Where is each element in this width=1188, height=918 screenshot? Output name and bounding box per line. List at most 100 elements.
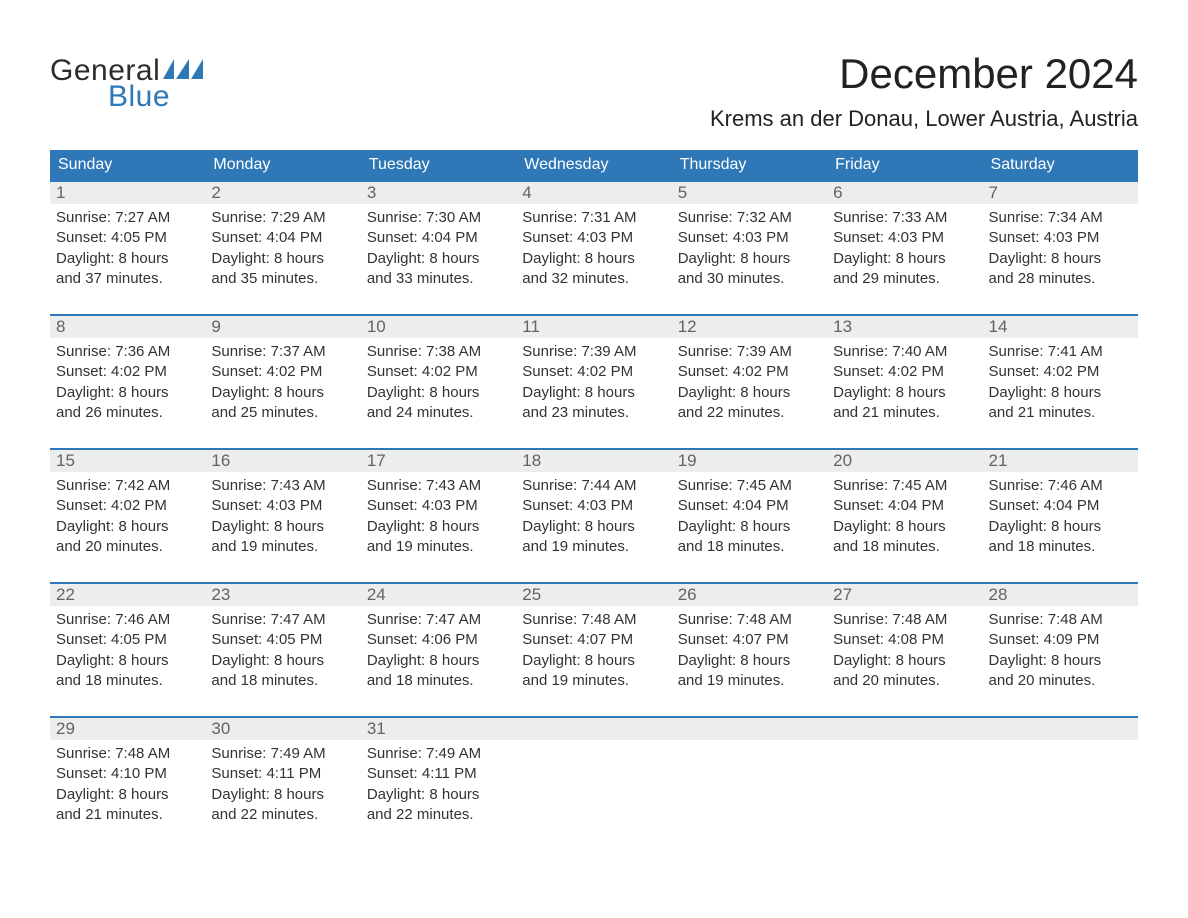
daylight-line-2: and 21 minutes. bbox=[989, 403, 1132, 423]
sunset-line: Sunset: 4:03 PM bbox=[678, 228, 821, 248]
daynum-bar: 15161718192021 bbox=[50, 448, 1138, 472]
sunset-line: Sunset: 4:03 PM bbox=[211, 496, 354, 516]
sunrise-line: Sunrise: 7:46 AM bbox=[989, 476, 1132, 496]
weekday-header: Wednesday bbox=[516, 150, 671, 180]
sunrise-line: Sunrise: 7:49 AM bbox=[211, 744, 354, 764]
daylight-line-1: Daylight: 8 hours bbox=[211, 785, 354, 805]
daylight-line-2: and 19 minutes. bbox=[522, 537, 665, 557]
day-number: 6 bbox=[827, 182, 982, 204]
sunrise-line: Sunrise: 7:45 AM bbox=[678, 476, 821, 496]
sunrise-line: Sunrise: 7:31 AM bbox=[522, 208, 665, 228]
day-cell: Sunrise: 7:46 AMSunset: 4:05 PMDaylight:… bbox=[50, 606, 205, 700]
calendar-week: 891011121314Sunrise: 7:36 AMSunset: 4:02… bbox=[50, 314, 1138, 432]
day-cell: Sunrise: 7:49 AMSunset: 4:11 PMDaylight:… bbox=[361, 740, 516, 834]
sunrise-line: Sunrise: 7:41 AM bbox=[989, 342, 1132, 362]
calendar-page: General Blue December 2024 Krems an der … bbox=[0, 0, 1188, 910]
day-number: 1 bbox=[50, 182, 205, 204]
daylight-line-1: Daylight: 8 hours bbox=[56, 785, 199, 805]
daybody-row: Sunrise: 7:36 AMSunset: 4:02 PMDaylight:… bbox=[50, 338, 1138, 432]
daylight-line-2: and 21 minutes. bbox=[56, 805, 199, 825]
sunrise-line: Sunrise: 7:46 AM bbox=[56, 610, 199, 630]
daylight-line-1: Daylight: 8 hours bbox=[211, 249, 354, 269]
day-cell: Sunrise: 7:39 AMSunset: 4:02 PMDaylight:… bbox=[516, 338, 671, 432]
daylight-line-1: Daylight: 8 hours bbox=[522, 383, 665, 403]
sunset-line: Sunset: 4:11 PM bbox=[367, 764, 510, 784]
daylight-line-2: and 18 minutes. bbox=[211, 671, 354, 691]
day-cell: Sunrise: 7:36 AMSunset: 4:02 PMDaylight:… bbox=[50, 338, 205, 432]
daynum-bar: 1234567 bbox=[50, 180, 1138, 204]
title-block: December 2024 Krems an der Donau, Lower … bbox=[710, 40, 1138, 132]
day-number: 29 bbox=[50, 718, 205, 740]
daybody-row: Sunrise: 7:27 AMSunset: 4:05 PMDaylight:… bbox=[50, 204, 1138, 298]
daylight-line-1: Daylight: 8 hours bbox=[833, 651, 976, 671]
daylight-line-1: Daylight: 8 hours bbox=[211, 517, 354, 537]
sunrise-line: Sunrise: 7:48 AM bbox=[678, 610, 821, 630]
day-cell: Sunrise: 7:32 AMSunset: 4:03 PMDaylight:… bbox=[672, 204, 827, 298]
day-number: . bbox=[827, 718, 982, 740]
day-cell: Sunrise: 7:48 AMSunset: 4:08 PMDaylight:… bbox=[827, 606, 982, 700]
day-number: 31 bbox=[361, 718, 516, 740]
daylight-line-2: and 24 minutes. bbox=[367, 403, 510, 423]
sunrise-line: Sunrise: 7:42 AM bbox=[56, 476, 199, 496]
day-number: 18 bbox=[516, 450, 671, 472]
day-number: . bbox=[983, 718, 1138, 740]
sunset-line: Sunset: 4:03 PM bbox=[522, 496, 665, 516]
weekday-header: Tuesday bbox=[361, 150, 516, 180]
day-cell: Sunrise: 7:48 AMSunset: 4:09 PMDaylight:… bbox=[983, 606, 1138, 700]
daylight-line-1: Daylight: 8 hours bbox=[367, 249, 510, 269]
sunrise-line: Sunrise: 7:32 AM bbox=[678, 208, 821, 228]
day-cell bbox=[672, 740, 827, 834]
day-number: 2 bbox=[205, 182, 360, 204]
sunset-line: Sunset: 4:05 PM bbox=[56, 228, 199, 248]
weekday-header: Monday bbox=[205, 150, 360, 180]
day-cell: Sunrise: 7:44 AMSunset: 4:03 PMDaylight:… bbox=[516, 472, 671, 566]
day-cell: Sunrise: 7:49 AMSunset: 4:11 PMDaylight:… bbox=[205, 740, 360, 834]
sunset-line: Sunset: 4:02 PM bbox=[56, 496, 199, 516]
daylight-line-1: Daylight: 8 hours bbox=[989, 383, 1132, 403]
sunset-line: Sunset: 4:04 PM bbox=[833, 496, 976, 516]
daylight-line-1: Daylight: 8 hours bbox=[833, 517, 976, 537]
day-number: 7 bbox=[983, 182, 1138, 204]
sunset-line: Sunset: 4:03 PM bbox=[522, 228, 665, 248]
sunrise-line: Sunrise: 7:27 AM bbox=[56, 208, 199, 228]
sunrise-line: Sunrise: 7:49 AM bbox=[367, 744, 510, 764]
daylight-line-2: and 22 minutes. bbox=[211, 805, 354, 825]
sunset-line: Sunset: 4:04 PM bbox=[678, 496, 821, 516]
day-number: 15 bbox=[50, 450, 205, 472]
day-number: 9 bbox=[205, 316, 360, 338]
day-number: 4 bbox=[516, 182, 671, 204]
daynum-bar: 891011121314 bbox=[50, 314, 1138, 338]
calendar-week: 293031....Sunrise: 7:48 AMSunset: 4:10 P… bbox=[50, 716, 1138, 834]
daylight-line-1: Daylight: 8 hours bbox=[678, 249, 821, 269]
brand-word-2: Blue bbox=[108, 82, 203, 112]
sunset-line: Sunset: 4:02 PM bbox=[678, 362, 821, 382]
day-cell: Sunrise: 7:47 AMSunset: 4:05 PMDaylight:… bbox=[205, 606, 360, 700]
calendar-week: 1234567Sunrise: 7:27 AMSunset: 4:05 PMDa… bbox=[50, 180, 1138, 298]
daynum-bar: 22232425262728 bbox=[50, 582, 1138, 606]
calendar-week: 22232425262728Sunrise: 7:46 AMSunset: 4:… bbox=[50, 582, 1138, 700]
daylight-line-2: and 20 minutes. bbox=[833, 671, 976, 691]
daylight-line-2: and 26 minutes. bbox=[56, 403, 199, 423]
daylight-line-2: and 25 minutes. bbox=[211, 403, 354, 423]
daylight-line-2: and 30 minutes. bbox=[678, 269, 821, 289]
sunset-line: Sunset: 4:04 PM bbox=[211, 228, 354, 248]
weekday-header: Sunday bbox=[50, 150, 205, 180]
daylight-line-2: and 18 minutes. bbox=[833, 537, 976, 557]
sunrise-line: Sunrise: 7:36 AM bbox=[56, 342, 199, 362]
day-cell: Sunrise: 7:46 AMSunset: 4:04 PMDaylight:… bbox=[983, 472, 1138, 566]
sunrise-line: Sunrise: 7:47 AM bbox=[367, 610, 510, 630]
daylight-line-2: and 21 minutes. bbox=[833, 403, 976, 423]
sunrise-line: Sunrise: 7:47 AM bbox=[211, 610, 354, 630]
sunrise-line: Sunrise: 7:48 AM bbox=[833, 610, 976, 630]
sunset-line: Sunset: 4:04 PM bbox=[367, 228, 510, 248]
day-cell bbox=[827, 740, 982, 834]
daylight-line-1: Daylight: 8 hours bbox=[56, 249, 199, 269]
day-cell: Sunrise: 7:48 AMSunset: 4:07 PMDaylight:… bbox=[672, 606, 827, 700]
daylight-line-2: and 32 minutes. bbox=[522, 269, 665, 289]
day-cell: Sunrise: 7:48 AMSunset: 4:10 PMDaylight:… bbox=[50, 740, 205, 834]
day-cell: Sunrise: 7:45 AMSunset: 4:04 PMDaylight:… bbox=[672, 472, 827, 566]
daylight-line-1: Daylight: 8 hours bbox=[678, 517, 821, 537]
daylight-line-1: Daylight: 8 hours bbox=[211, 383, 354, 403]
daylight-line-1: Daylight: 8 hours bbox=[56, 383, 199, 403]
sunset-line: Sunset: 4:02 PM bbox=[989, 362, 1132, 382]
